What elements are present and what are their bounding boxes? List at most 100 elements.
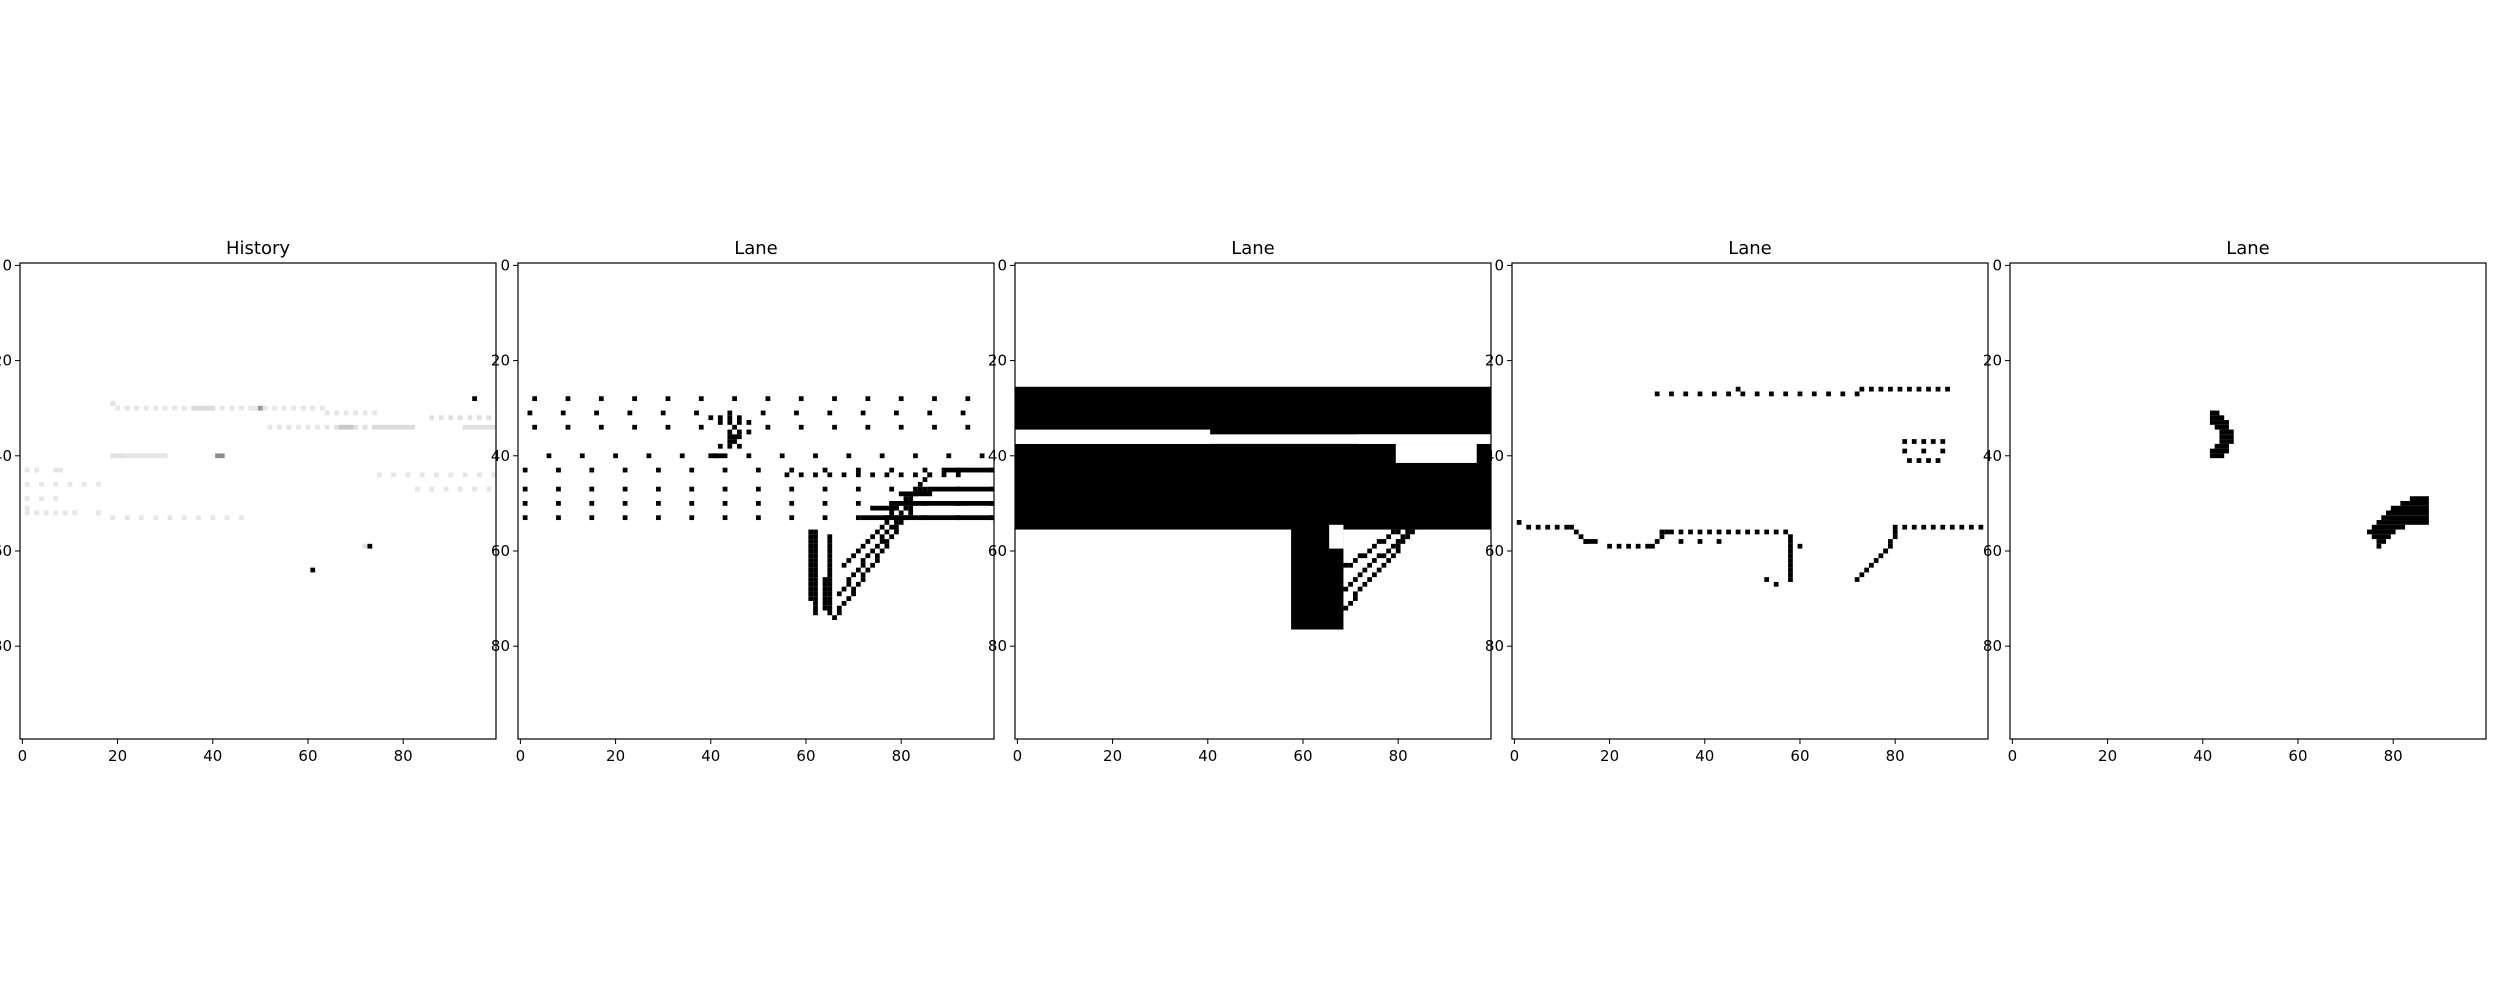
heatmap-cell — [1911, 439, 1917, 444]
heatmap-cell — [879, 453, 885, 459]
heatmap-cell — [870, 472, 875, 478]
heatmap-cell — [191, 405, 216, 411]
x-tick-label: 80 — [1886, 747, 1905, 765]
heatmap-cell — [836, 591, 842, 597]
heatmap-cell — [1888, 539, 1893, 544]
heatmap-cell — [798, 396, 804, 402]
x-tick-label: 20 — [1103, 747, 1122, 765]
heatmap-cell — [2376, 520, 2429, 525]
heatmap-cell — [1707, 529, 1712, 535]
heatmap-cell — [277, 424, 282, 430]
x-tick-label: 60 — [1790, 747, 1809, 765]
heatmap-cell — [727, 415, 733, 421]
heatmap-cell — [1362, 581, 1368, 587]
heatmap-cell — [1410, 524, 1415, 530]
axes-frame — [19, 262, 497, 740]
heatmap-cell — [827, 534, 833, 540]
heatmap-cell — [841, 586, 847, 592]
heatmap-cell — [1414, 520, 1420, 525]
heatmap-cell — [253, 405, 258, 411]
heatmap-cell — [1664, 529, 1670, 535]
heatmap-cell — [1433, 501, 1439, 506]
heatmap-cell — [438, 415, 444, 421]
heatmap-cell — [1754, 529, 1760, 535]
heatmap-cell — [1376, 553, 1382, 559]
heatmap-cell — [1968, 524, 1974, 530]
heatmap-cell — [1395, 539, 1401, 544]
heatmap-cell — [946, 453, 952, 459]
heatmap-region — [1015, 386, 1491, 435]
heatmap-cell — [656, 515, 661, 521]
heatmap-cell — [532, 396, 538, 402]
heatmap-cell — [1869, 562, 1874, 568]
heatmap-cell — [1669, 391, 1674, 397]
axes-frame — [1014, 262, 1492, 740]
heatmap-cell — [1352, 591, 1358, 597]
heatmap-cell — [589, 467, 595, 473]
heatmap-cell — [81, 481, 87, 487]
heatmap-cell — [2386, 510, 2429, 516]
heatmap-cell — [1573, 529, 1579, 535]
heatmap-cell — [813, 562, 818, 568]
heatmap-cell — [72, 510, 78, 516]
heatmap-cell — [827, 543, 833, 549]
heatmap-cell — [927, 410, 933, 416]
heatmap-cell — [522, 486, 528, 492]
heatmap-cell — [813, 553, 818, 559]
heatmap-cell — [879, 534, 885, 540]
heatmap-cell — [1788, 567, 1793, 573]
heatmap-cell — [1788, 577, 1793, 582]
heatmap-cell — [1414, 524, 1420, 530]
heatmap-cell — [556, 501, 561, 506]
x-tick-label: 20 — [1600, 747, 1619, 765]
heatmap-cell — [1616, 543, 1622, 549]
heatmap-cell — [832, 396, 837, 402]
heatmap-cell — [855, 472, 861, 478]
heatmap-cell — [476, 415, 482, 421]
heatmap-cell — [2371, 524, 2406, 530]
heatmap-cell — [894, 520, 899, 525]
heatmap-cell — [1883, 548, 1889, 554]
heatmap-cell — [875, 543, 880, 549]
heatmap-cell — [1352, 596, 1358, 601]
heatmap-cell — [851, 586, 856, 592]
heatmap-cell — [1569, 524, 1574, 530]
heatmap-cell — [1888, 543, 1893, 549]
heatmap-cell — [808, 534, 814, 540]
heatmap-cell — [822, 581, 828, 587]
heatmap-cell — [434, 472, 439, 478]
heatmap-cell — [1381, 539, 1387, 544]
heatmap-cell — [2219, 439, 2234, 444]
heatmap-cell — [903, 505, 909, 511]
heatmap-cell — [486, 415, 492, 421]
heatmap-cell — [1764, 577, 1770, 582]
heatmap-cell — [391, 472, 397, 478]
heatmap-cell — [2381, 515, 2429, 521]
panel-5: Lane 0 20 40 60 80 0 20 40 60 80 — [1983, 238, 2487, 765]
heatmap-cell — [1405, 534, 1411, 540]
heatmap-cell — [1654, 539, 1660, 544]
heatmap-cell — [1878, 386, 1884, 392]
panel-4: Lane 0 20 40 60 80 0 20 40 60 80 — [1485, 238, 1989, 765]
heatmap-cell — [827, 605, 833, 611]
heatmap-cell — [879, 548, 885, 554]
heatmap-cell — [846, 581, 852, 587]
heatmap-cell — [808, 558, 814, 563]
y-tick-label: 20 — [1485, 352, 1504, 370]
heatmap-cell — [167, 515, 173, 521]
y-tick-label: 60 — [491, 542, 510, 560]
heatmap-cell — [1395, 543, 1401, 549]
x-tick-label: 80 — [892, 747, 911, 765]
heatmap-cell — [1526, 524, 1532, 530]
heatmap-cell — [467, 415, 473, 421]
heatmap-cell — [875, 553, 880, 559]
heatmap-cell — [24, 467, 30, 473]
heatmap-cell — [746, 453, 752, 459]
heatmap-cell — [589, 501, 595, 506]
heatmap-cell — [34, 510, 40, 516]
heatmap-cell — [736, 429, 742, 435]
heatmap-cell — [565, 396, 571, 402]
heatmap-cell — [1429, 505, 1434, 511]
heatmap-cell — [338, 424, 354, 430]
x-tick-label: 40 — [701, 747, 720, 765]
